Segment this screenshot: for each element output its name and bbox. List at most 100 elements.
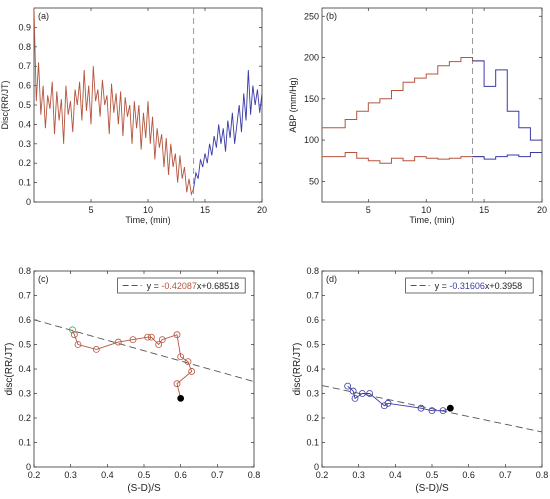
legend-rest: x+0.68518	[197, 281, 239, 291]
y-tick-label: 0.7	[306, 291, 319, 301]
data-point	[144, 333, 152, 341]
data-point	[417, 404, 425, 412]
x-tick-label: 0.6	[174, 470, 187, 480]
panel-a: 5 10 15 20 0 0.1 0.2 0.3 0.4 0.5 0.6 0.7 0.8 0.9 Time,…	[0, 7, 267, 225]
y-tick-label: 0.2	[306, 413, 319, 423]
y-tick-label: 0.1	[18, 178, 31, 188]
y-tick-label: 0	[26, 462, 31, 472]
data-point	[177, 353, 185, 361]
trajectory-line	[72, 329, 193, 399]
start-point	[69, 326, 76, 334]
plot-area	[322, 8, 542, 202]
data-point	[173, 380, 181, 388]
y-tick-label: 0.4	[18, 364, 31, 374]
y-tick-label: 200	[304, 53, 319, 63]
data-point	[114, 338, 122, 346]
y-tick-label: 0.1	[18, 438, 31, 448]
y-tick-label: 0.5	[18, 340, 31, 350]
axes-box	[321, 270, 543, 468]
data-point	[349, 387, 357, 395]
y-axis-label: disc(RR/JT)	[4, 343, 15, 396]
series-line	[322, 57, 485, 129]
data-point	[74, 341, 82, 348]
x-tick-label: 5	[88, 205, 93, 215]
legend-prefix: y =	[435, 281, 450, 291]
data-point	[129, 336, 137, 344]
x-tick-label: 0.4	[389, 470, 402, 480]
panel-label: (b)	[326, 11, 337, 21]
y-tick-label: 0.4	[306, 364, 319, 374]
data-point	[366, 390, 374, 397]
series-line	[472, 60, 542, 141]
x-tick-label: 20	[537, 205, 547, 215]
x-tick-label: 0.8	[536, 470, 549, 480]
x-tick-label: 0.2	[28, 470, 41, 480]
data-point	[147, 333, 155, 341]
x-tick-label: 15	[479, 205, 489, 215]
x-tick-label: 0.7	[499, 470, 512, 480]
panel-label: (c)	[38, 274, 49, 284]
series-line	[34, 8, 195, 196]
x-tick-label: 0.5	[426, 470, 439, 480]
legend-box	[117, 277, 246, 294]
x-axis-label: Time, (min)	[409, 215, 454, 225]
plot-area	[322, 382, 542, 433]
series-line	[193, 70, 262, 189]
x-tick-label: 10	[421, 205, 431, 215]
legend-prefix: y =	[147, 281, 162, 291]
x-tick-label: 5	[366, 205, 371, 215]
panel-label: (a)	[38, 11, 49, 21]
data-point	[173, 331, 181, 339]
data-point	[439, 407, 447, 415]
y-tick-label: 0.8	[18, 266, 31, 276]
y-tick-label: 0.4	[18, 119, 31, 129]
x-tick-label: 20	[257, 205, 267, 215]
y-tick-label: 250	[304, 11, 319, 21]
legend-slope: -0.31606	[449, 281, 485, 291]
fit-line	[34, 319, 254, 383]
axes-box	[33, 270, 255, 468]
x-axis-label: (S-D)/S	[415, 483, 449, 494]
data-point	[155, 341, 163, 348]
x-tick-label: 0.7	[211, 470, 224, 480]
y-tick-label: 0.3	[18, 139, 31, 149]
y-tick-label: 0.5	[18, 100, 31, 110]
y-tick-label: 0.6	[18, 315, 31, 325]
y-tick-label: 100	[304, 135, 319, 145]
y-tick-label: 0.5	[306, 340, 319, 350]
axes-box	[321, 7, 543, 203]
y-axis-label: disc(RR/JT)	[292, 343, 303, 396]
data-point	[184, 358, 192, 366]
legend-text: y = -0.31606x+0.3958	[435, 281, 523, 291]
fit-line	[322, 385, 542, 433]
series-line	[472, 151, 542, 160]
y-tick-label: 0	[26, 197, 31, 207]
x-axis-label: Time, (min)	[125, 215, 170, 225]
y-axis-label: ABP (mm/Hg)	[288, 77, 298, 132]
x-tick-label: 15	[200, 205, 210, 215]
y-tick-label: 0.7	[18, 61, 31, 71]
y-tick-label: 0.8	[306, 266, 319, 276]
panel-c: 0.2 0.3 0.4 0.5 0.6 0.7 0.8 0 0.1 0.2 0.3 0.4 0.5 0.6…	[4, 266, 260, 494]
y-tick-label: 0.6	[306, 315, 319, 325]
y-tick-label: 150	[304, 94, 319, 104]
y-tick-label: 0.7	[18, 291, 31, 301]
data-point	[380, 402, 388, 410]
end-point	[446, 404, 454, 412]
data-point	[158, 336, 166, 344]
y-tick-label: 0.2	[18, 158, 31, 168]
y-axis-label: Disc(RR/JT)	[0, 81, 10, 130]
legend-rest: x+0.3958	[485, 281, 522, 291]
x-tick-label: 0.2	[316, 470, 329, 480]
series-line	[322, 151, 485, 164]
legend-box	[405, 277, 534, 294]
legend-slope: -0.42087	[161, 281, 197, 291]
plot-area	[34, 319, 254, 402]
trajectory-line	[347, 385, 451, 412]
data-point	[70, 331, 78, 339]
data-point	[351, 394, 359, 402]
y-tick-label: 0.1	[306, 438, 319, 448]
y-tick-label: 50	[309, 176, 319, 186]
data-point	[358, 390, 366, 397]
y-tick-label: 0.2	[18, 413, 31, 423]
